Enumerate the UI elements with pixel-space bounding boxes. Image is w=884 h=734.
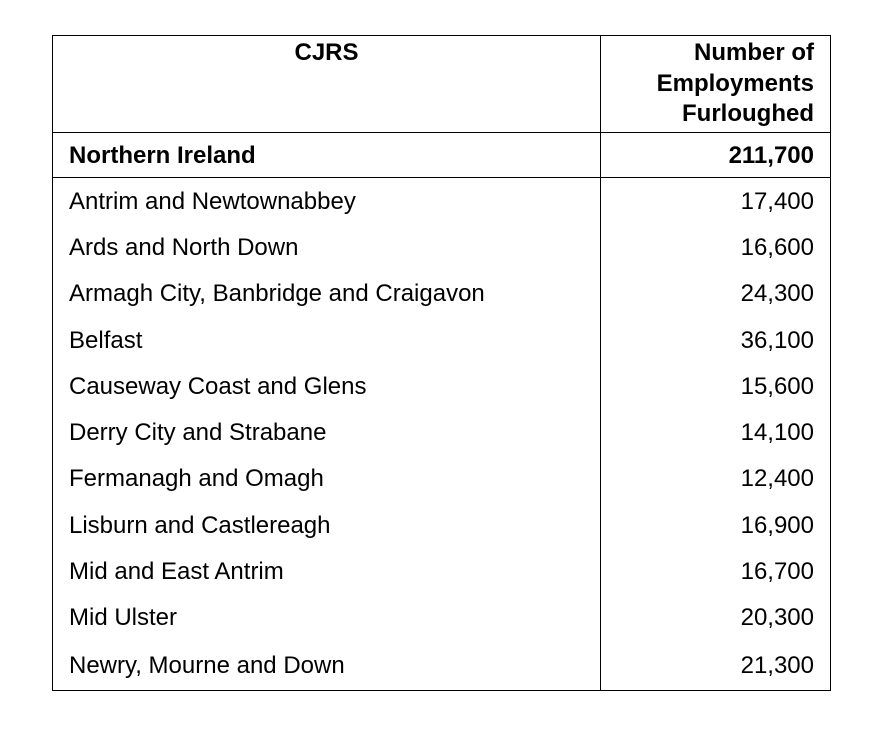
row-value: 36,100 [600, 316, 831, 364]
row-name: Ards and North Down [52, 224, 601, 271]
row-value: 12,400 [600, 455, 831, 503]
table-row: Causeway Coast and Glens 15,600 [52, 363, 831, 410]
table-row: Mid and East Antrim 16,700 [52, 548, 831, 595]
total-name: Northern Ireland [52, 132, 601, 178]
row-name: Derry City and Strabane [52, 409, 601, 456]
row-value: 16,700 [600, 548, 831, 595]
table-row: Belfast 36,100 [52, 316, 831, 364]
total-value: 211,700 [600, 132, 831, 178]
table-row: Newry, Mourne and Down 21,300 [52, 640, 831, 691]
row-value: 21,300 [600, 640, 831, 691]
row-name: Lisburn and Castlereagh [52, 502, 601, 549]
row-value: 24,300 [600, 270, 831, 317]
row-value: 16,900 [600, 502, 831, 549]
row-name: Antrim and Newtownabbey [52, 177, 601, 225]
table-row: Mid Ulster 20,300 [52, 594, 831, 641]
cjrs-table: CJRS Number of Employments Furloughed No… [52, 35, 831, 691]
header-line-3: Furloughed [682, 100, 814, 127]
row-value: 20,300 [600, 594, 831, 641]
table-row: Fermanagh and Omagh 12,400 [52, 455, 831, 503]
table-row: Lisburn and Castlereagh 16,900 [52, 502, 831, 549]
table-header: CJRS Number of Employments Furloughed [52, 35, 831, 133]
header-employments-furloughed: Number of Employments Furloughed [600, 35, 831, 133]
row-value: 14,100 [600, 409, 831, 456]
row-value: 15,600 [600, 363, 831, 410]
row-value: 17,400 [600, 177, 831, 225]
table-row: Ards and North Down 16,600 [52, 224, 831, 271]
row-name: Newry, Mourne and Down [52, 640, 601, 691]
row-name: Armagh City, Banbridge and Craigavon [52, 270, 601, 317]
row-name: Mid Ulster [52, 594, 601, 641]
table-row: Armagh City, Banbridge and Craigavon 24,… [52, 270, 831, 317]
row-value: 16,600 [600, 224, 831, 271]
header-line-2: Employments [656, 69, 814, 97]
total-row: Northern Ireland 211,700 [52, 132, 831, 178]
total-body: Northern Ireland 211,700 [52, 132, 831, 178]
row-name: Mid and East Antrim [52, 548, 601, 595]
row-name: Causeway Coast and Glens [52, 363, 601, 410]
table-row: Antrim and Newtownabbey 17,400 [52, 177, 831, 225]
header-cjrs: CJRS [52, 35, 601, 133]
areas-body: Antrim and Newtownabbey 17,400 Ards and … [52, 177, 831, 691]
header-line-1: Number of [694, 39, 814, 66]
table-row: Derry City and Strabane 14,100 [52, 409, 831, 456]
row-name: Belfast [52, 316, 601, 364]
row-name: Fermanagh and Omagh [52, 455, 601, 503]
header-row: CJRS Number of Employments Furloughed [52, 35, 831, 133]
